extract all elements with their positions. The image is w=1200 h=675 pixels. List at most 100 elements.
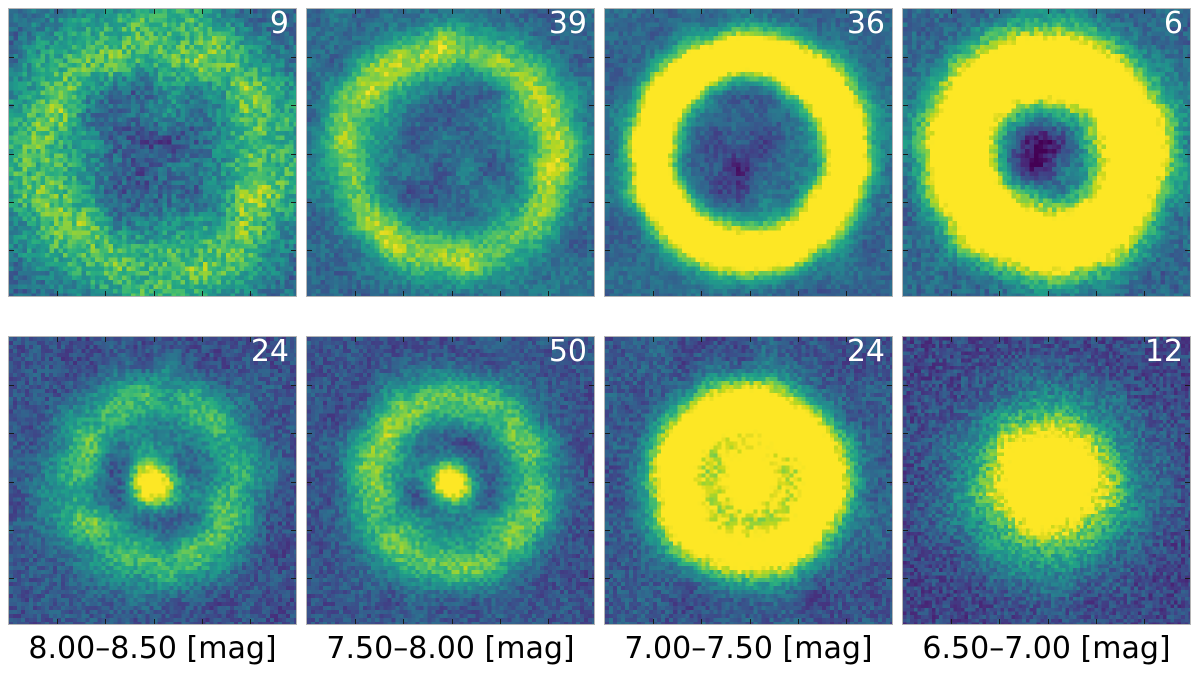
- panel-cell: 24: [604, 336, 893, 625]
- axis-tick: [589, 105, 594, 106]
- axis-tick: [500, 337, 501, 342]
- axis-tick: [202, 619, 203, 624]
- axis-tick: [589, 482, 594, 483]
- image-panel[interactable]: 36: [604, 8, 893, 297]
- axis-tick: [307, 154, 312, 155]
- axis-tick: [548, 291, 549, 296]
- axis-tick: [355, 291, 356, 296]
- axis-tick: [291, 57, 296, 58]
- panel-count-label: 12: [1144, 336, 1183, 369]
- panel-count-label: 6: [1163, 8, 1183, 41]
- axis-tick: [903, 250, 908, 251]
- axis-tick: [903, 105, 908, 106]
- axis-tick: [9, 578, 14, 579]
- axis-tick: [1144, 619, 1145, 624]
- axis-tick: [250, 9, 251, 14]
- column-magnitude-label: 7.50–8.00 [mag]: [326, 631, 575, 666]
- axis-tick: [355, 337, 356, 342]
- axis-tick: [1185, 250, 1190, 251]
- axis-tick: [589, 154, 594, 155]
- axis-tick: [202, 9, 203, 14]
- axis-tick: [903, 57, 908, 58]
- axis-tick: [403, 291, 404, 296]
- axis-tick: [452, 291, 453, 296]
- axis-tick: [887, 433, 892, 434]
- axis-tick: [548, 337, 549, 342]
- image-panel[interactable]: 12: [902, 336, 1191, 625]
- axis-tick: [605, 385, 610, 386]
- axis-tick: [605, 578, 610, 579]
- astronomical-image: [9, 9, 296, 296]
- axis-tick: [1185, 433, 1190, 434]
- axis-tick: [452, 9, 453, 14]
- axis-tick: [887, 250, 892, 251]
- axis-tick: [589, 433, 594, 434]
- axis-tick: [653, 291, 654, 296]
- axis-tick: [846, 291, 847, 296]
- axis-tick: [887, 154, 892, 155]
- axis-tick: [887, 578, 892, 579]
- axis-tick: [999, 9, 1000, 14]
- axis-tick: [1185, 578, 1190, 579]
- axis-tick: [291, 385, 296, 386]
- axis-tick: [589, 250, 594, 251]
- axis-tick: [105, 291, 106, 296]
- axis-tick: [589, 202, 594, 203]
- axis-tick: [1185, 385, 1190, 386]
- axis-tick: [1185, 105, 1190, 106]
- axis-tick: [999, 337, 1000, 342]
- axis-tick: [57, 619, 58, 624]
- axis-tick: [1096, 291, 1097, 296]
- axis-tick: [903, 530, 908, 531]
- panel-cell: 50: [306, 336, 595, 625]
- axis-tick: [846, 619, 847, 624]
- axis-tick: [291, 202, 296, 203]
- axis-tick: [307, 385, 312, 386]
- astronomical-image: [605, 9, 892, 296]
- image-panel[interactable]: 9: [8, 8, 297, 297]
- column-magnitude-label: 7.00–7.50 [mag]: [624, 631, 873, 666]
- astronomical-image: [307, 337, 594, 624]
- axis-tick: [999, 619, 1000, 624]
- image-panel[interactable]: 6: [902, 8, 1191, 297]
- image-panel[interactable]: 39: [306, 8, 595, 297]
- axis-tick: [903, 482, 908, 483]
- axis-tick: [887, 202, 892, 203]
- astronomical-image: [9, 337, 296, 624]
- image-panel[interactable]: 24: [604, 336, 893, 625]
- axis-tick: [605, 482, 610, 483]
- panel-cell: 36: [604, 8, 893, 297]
- axis-tick: [1144, 9, 1145, 14]
- axis-tick: [250, 291, 251, 296]
- axis-tick: [653, 9, 654, 14]
- panel-count-label: 39: [548, 8, 587, 41]
- axis-tick: [291, 154, 296, 155]
- axis-tick: [307, 57, 312, 58]
- image-panel[interactable]: 24: [8, 336, 297, 625]
- axis-tick: [903, 385, 908, 386]
- axis-tick: [57, 291, 58, 296]
- axis-tick: [1144, 291, 1145, 296]
- axis-tick: [291, 530, 296, 531]
- axis-tick: [202, 291, 203, 296]
- axis-tick: [9, 433, 14, 434]
- axis-tick: [1096, 9, 1097, 14]
- panel-cell: 24: [8, 336, 297, 625]
- axis-tick: [307, 578, 312, 579]
- axis-tick: [589, 385, 594, 386]
- astronomical-image: [903, 9, 1190, 296]
- axis-tick: [307, 482, 312, 483]
- axis-tick: [154, 619, 155, 624]
- image-panel[interactable]: 50: [306, 336, 595, 625]
- axis-tick: [9, 250, 14, 251]
- axis-tick: [154, 291, 155, 296]
- axis-tick: [307, 433, 312, 434]
- axis-tick: [750, 291, 751, 296]
- axis-tick: [846, 337, 847, 342]
- axis-tick: [307, 530, 312, 531]
- axis-tick: [452, 337, 453, 342]
- axis-tick: [9, 105, 14, 106]
- axis-tick: [701, 291, 702, 296]
- axis-tick: [589, 530, 594, 531]
